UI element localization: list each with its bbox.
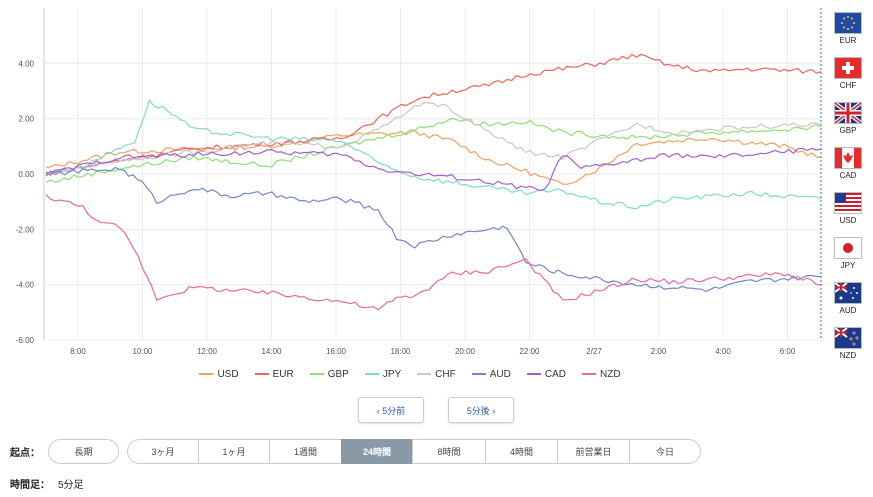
canada-flag-icon <box>834 147 862 169</box>
legend-swatch <box>526 373 541 376</box>
flag-cad[interactable]: CAD <box>834 147 862 180</box>
x-tick-label: 12:00 <box>197 347 218 356</box>
series-line-jpy <box>45 99 822 210</box>
x-tick-label: 4:00 <box>715 347 731 356</box>
range-button-long[interactable]: 長期 <box>48 439 119 464</box>
flag-code: EUR <box>839 36 857 45</box>
range-button-1m[interactable]: 1ヶ月 <box>198 439 270 464</box>
y-tick-label: -2.00 <box>16 225 35 234</box>
range-button-3m[interactable]: 3ヶ月 <box>127 439 199 464</box>
legend-label: EUR <box>272 369 294 380</box>
series-line-aud <box>45 166 822 292</box>
legend-swatch <box>199 373 214 376</box>
swiss-flag-icon <box>834 57 862 79</box>
y-tick-label: -6.00 <box>16 336 35 345</box>
series-line-eur <box>45 53 822 176</box>
legend-label: AUD <box>489 369 511 380</box>
x-tick-label: 10:00 <box>132 347 153 356</box>
y-tick-label: 0.00 <box>18 170 34 179</box>
interval-row: 時間足： 5分足 <box>10 476 84 491</box>
x-tick-label: 14:00 <box>261 347 282 356</box>
legend-swatch <box>254 373 269 376</box>
legend-item-nzd[interactable]: NZD <box>581 369 621 380</box>
flag-code: GBP <box>839 126 857 135</box>
prev-5min-button[interactable]: ‹ 5分前 <box>358 397 424 423</box>
legend-item-usd[interactable]: USD <box>199 369 239 380</box>
legend-swatch <box>364 373 379 376</box>
series-lines <box>45 53 822 311</box>
range-label: 起点： <box>10 448 40 459</box>
legend-item-eur[interactable]: EUR <box>254 369 294 380</box>
range-button-24h[interactable]: 24時間 <box>341 439 413 464</box>
series-line-chf <box>45 101 822 176</box>
australia-flag-icon <box>834 282 862 304</box>
legend-swatch <box>471 373 486 376</box>
flag-code: JPY <box>840 261 856 270</box>
uk-flag-icon <box>834 102 862 124</box>
x-tick-label: 2:00 <box>651 347 667 356</box>
legend-label: GBP <box>327 369 349 380</box>
legend-swatch <box>309 373 324 376</box>
legend-swatch <box>581 373 596 376</box>
flag-eur[interactable]: EUR <box>834 12 862 45</box>
flag-chf[interactable]: CHF <box>834 57 862 90</box>
flag-jpy[interactable]: JPY <box>834 237 862 270</box>
flag-code: NZD <box>839 351 857 360</box>
x-axis-labels: 8:00 10:00 12:00 14:00 16:00 18:00 20:00 22:00 2… <box>70 347 796 356</box>
x-tick-label: 18:00 <box>390 347 411 356</box>
legend-swatch <box>417 373 432 376</box>
y-tick-label: -4.00 <box>16 281 35 290</box>
flag-gbp[interactable]: GBP <box>834 102 862 135</box>
flag-code: CHF <box>839 81 857 90</box>
japan-flag-icon <box>834 237 862 259</box>
flag-nzd[interactable]: NZD <box>834 327 862 360</box>
interval-label: 時間足： <box>10 480 50 491</box>
y-tick-label: 2.00 <box>18 115 34 124</box>
series-line-gbp <box>45 117 822 184</box>
range-button-8h[interactable]: 8時間 <box>412 439 486 464</box>
legend-label: NZD <box>599 369 621 380</box>
newzealand-flag-icon <box>834 327 862 349</box>
grid <box>43 8 821 341</box>
range-button-today[interactable]: 今日 <box>629 439 701 464</box>
legend-label: JPY <box>382 369 402 380</box>
chart-legend: USD EUR GBP JPY CHF AUD CAD NZD <box>0 369 820 380</box>
legend-label: CHF <box>435 369 456 380</box>
x-tick-label: 20:00 <box>455 347 476 356</box>
y-axis-labels: 4.00 2.00 0.00 -2.00 -4.00 -6.00 <box>16 59 35 345</box>
legend-item-gbp[interactable]: GBP <box>309 369 349 380</box>
flag-code: AUD <box>839 306 857 315</box>
currency-flag-list: EUR CHF GBP CAD USD JPY AUD <box>822 8 872 368</box>
y-tick-label: 4.00 <box>18 59 34 68</box>
flag-aud[interactable]: AUD <box>834 282 862 315</box>
currency-strength-chart: 4.00 2.00 0.00 -2.00 -4.00 -6.00 8:00 10:00 12:… <box>16 8 822 356</box>
flag-usd[interactable]: USD <box>834 192 862 225</box>
range-button-prev-day[interactable]: 前営業日 <box>557 439 630 464</box>
range-button-4h[interactable]: 4時間 <box>485 439 558 464</box>
us-flag-icon <box>834 192 862 214</box>
x-tick-label: 2/27 <box>586 347 602 356</box>
legend-item-chf[interactable]: CHF <box>417 369 456 380</box>
eu-flag-icon <box>834 12 862 34</box>
legend-label: CAD <box>544 369 566 380</box>
x-tick-label: 6:00 <box>780 347 796 356</box>
x-tick-label: 16:00 <box>326 347 347 356</box>
legend-item-jpy[interactable]: JPY <box>364 369 402 380</box>
interval-value: 5分足 <box>58 480 84 491</box>
range-button-1w[interactable]: 1週間 <box>269 439 342 464</box>
series-line-cad <box>45 147 822 192</box>
legend-item-aud[interactable]: AUD <box>471 369 511 380</box>
x-tick-label: 8:00 <box>70 347 86 356</box>
next-5min-button[interactable]: 5分後 › <box>448 397 514 423</box>
legend-item-cad[interactable]: CAD <box>526 369 566 380</box>
x-tick-label: 22:00 <box>519 347 540 356</box>
flag-code: CAD <box>839 171 857 180</box>
legend-label: USD <box>217 369 239 380</box>
series-line-nzd <box>45 194 822 311</box>
flag-code: USD <box>839 216 857 225</box>
